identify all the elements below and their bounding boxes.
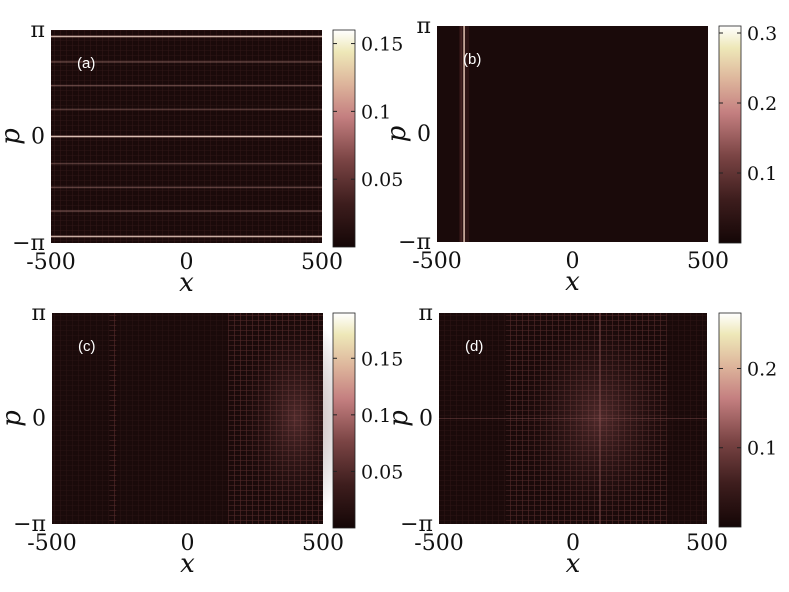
colorbar <box>332 29 356 248</box>
y-tick-label: 0 <box>31 125 45 150</box>
panel-b: (b) −π 0 π p -500 0 500 x 0.1 0.2 0.3 <box>382 14 777 297</box>
x-tick-label: -500 <box>412 249 461 274</box>
x-tick-label: -500 <box>414 531 463 556</box>
y-tick-label: −π <box>12 231 45 256</box>
y-tick-label: 0 <box>32 407 46 432</box>
colorbar-tick-label: 0.15 <box>361 348 403 370</box>
colorbar-tick-label: 0.1 <box>361 101 391 123</box>
y-tick-label: 0 <box>419 407 433 432</box>
y-tick-label: −π <box>398 230 431 255</box>
colorbar-tick-label: 0.3 <box>747 23 777 45</box>
colorbar-tick-label: 0.05 <box>361 461 403 483</box>
heatmap-secondary-line <box>109 313 117 524</box>
panel-c: (c) −π 0 π p -500 0 500 x 0.05 0.1 0.15 <box>0 301 403 579</box>
colorbar-tick-label: 0.2 <box>747 93 777 115</box>
panel-d: (d) −π 0 π p -500 0 500 x 0.1 0.2 <box>384 301 777 579</box>
colorbar-tick-label: 0.1 <box>747 438 777 460</box>
y-axis-label: p <box>0 128 26 145</box>
heatmap-bright-glow <box>238 313 353 524</box>
x-tick-label: 500 <box>301 250 343 275</box>
x-tick-label: 500 <box>302 531 344 556</box>
panel-label: (a) <box>77 55 95 72</box>
colorbar-tick-label: 0.15 <box>361 34 403 56</box>
y-tick-label: π <box>417 14 431 39</box>
panel-label: (c) <box>78 338 96 355</box>
colorbar <box>718 25 742 244</box>
colorbar <box>718 312 742 528</box>
heatmap-band <box>51 60 322 64</box>
x-tick-label: -500 <box>26 250 75 275</box>
heatmap-band <box>51 107 322 111</box>
heatmap-band <box>51 162 322 166</box>
x-axis-label: x <box>565 267 580 297</box>
colorbar-tick-label: 0.1 <box>747 163 777 185</box>
x-axis-label: x <box>180 549 195 579</box>
x-axis-label: x <box>179 268 194 298</box>
y-tick-label: −π <box>13 512 46 537</box>
x-tick-label: 0 <box>566 531 580 556</box>
y-tick-label: 0 <box>417 122 431 147</box>
x-tick-label: 0 <box>180 250 194 275</box>
panel-a: (a) −π 0 π p -500 0 500 x 0.05 0.1 0.15 <box>0 18 403 298</box>
heatmap-band <box>51 209 322 213</box>
y-axis-label: p <box>382 125 412 142</box>
y-axis-label: p <box>0 410 27 427</box>
y-tick-label: π <box>32 301 46 326</box>
y-axis-label: p <box>384 410 414 427</box>
colorbar-tick-label: 0.2 <box>747 358 777 380</box>
x-tick-label: 0 <box>181 531 195 556</box>
colorbar-tick-label: 0.05 <box>361 169 403 191</box>
y-tick-label: π <box>31 18 45 43</box>
heatmap-band <box>51 185 322 189</box>
x-tick-label: 0 <box>566 249 580 274</box>
x-tick-label: 500 <box>686 531 728 556</box>
x-tick-label: 500 <box>687 249 729 274</box>
y-tick-label: −π <box>400 512 433 537</box>
x-tick-label: -500 <box>27 531 76 556</box>
colorbar <box>332 312 356 529</box>
colorbar-tick-label: 0.1 <box>361 405 391 427</box>
y-tick-label: π <box>419 301 433 326</box>
x-axis-label: x <box>566 549 581 579</box>
heatmap-background <box>437 26 708 242</box>
panel-label: (b) <box>463 51 481 68</box>
heatmap-band <box>51 84 322 88</box>
panel-label: (d) <box>465 338 483 355</box>
panels: (a) −π 0 π p -500 0 500 x 0.05 0.1 0.15 (b) −π 0 π p -500… <box>0 14 777 579</box>
